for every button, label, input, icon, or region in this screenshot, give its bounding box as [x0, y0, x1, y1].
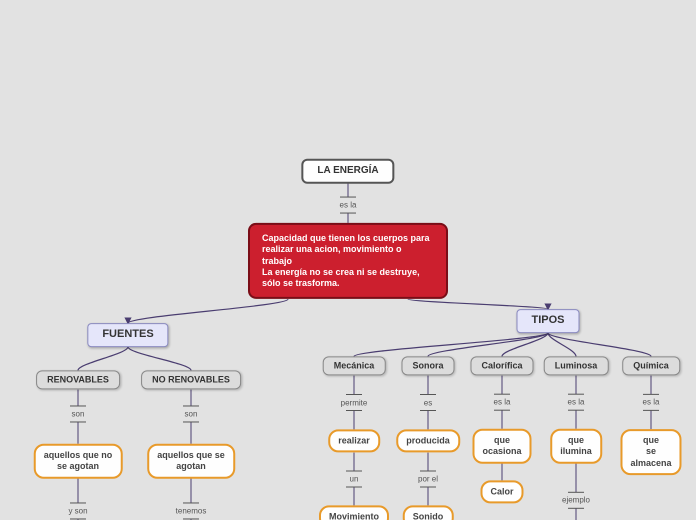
node-mec: Mecánica: [323, 356, 386, 375]
edge-label: es la: [490, 398, 515, 407]
node-son: Sonora: [401, 356, 454, 375]
node-tipos: TIPOS: [516, 309, 579, 333]
edge-label: tenemos: [172, 506, 211, 515]
node-mov: Movimiento: [319, 505, 389, 520]
edge-label: por el: [414, 475, 442, 484]
node-noren_d: aquellos que se agotan: [147, 444, 235, 479]
node-fuentes: FUENTES: [87, 323, 168, 347]
node-root: LA ENERGÍA: [301, 159, 394, 184]
node-cal_d2: Calor: [480, 480, 523, 503]
edge-label: son: [181, 409, 202, 418]
edge-label: un: [346, 475, 363, 484]
edge-label: es la: [639, 398, 664, 407]
diagram-canvas: LA ENERGÍA Capacidad que tienen los cuerp…: [0, 0, 696, 520]
edge-label: y son: [64, 506, 91, 515]
node-qui: Química: [622, 356, 680, 375]
node-sonido: Sonido: [403, 505, 454, 520]
node-lum: Luminosa: [544, 356, 609, 375]
node-renov: RENOVABLES: [36, 370, 120, 389]
node-lum_d: que ilumina: [550, 429, 602, 464]
node-renov_d: aquellos que no se agotan: [34, 444, 123, 479]
edge-label: es la: [336, 201, 361, 210]
edge-label: permite: [337, 398, 372, 407]
edge-label: es la: [564, 398, 589, 407]
edge-label: ejemplo: [558, 496, 594, 505]
node-son_d: producida: [396, 429, 460, 452]
node-qui_d: que se almacena: [620, 429, 681, 475]
edge-label: es: [420, 398, 436, 407]
node-mec_d: realizar: [328, 429, 380, 452]
node-cal: Calorífica: [470, 356, 533, 375]
node-def: Capacidad que tienen los cuerpos para re…: [248, 223, 448, 299]
edge-label: son: [68, 409, 89, 418]
node-cal_d: que ocasiona: [472, 429, 531, 464]
node-norenov: NO RENOVABLES: [141, 370, 241, 389]
